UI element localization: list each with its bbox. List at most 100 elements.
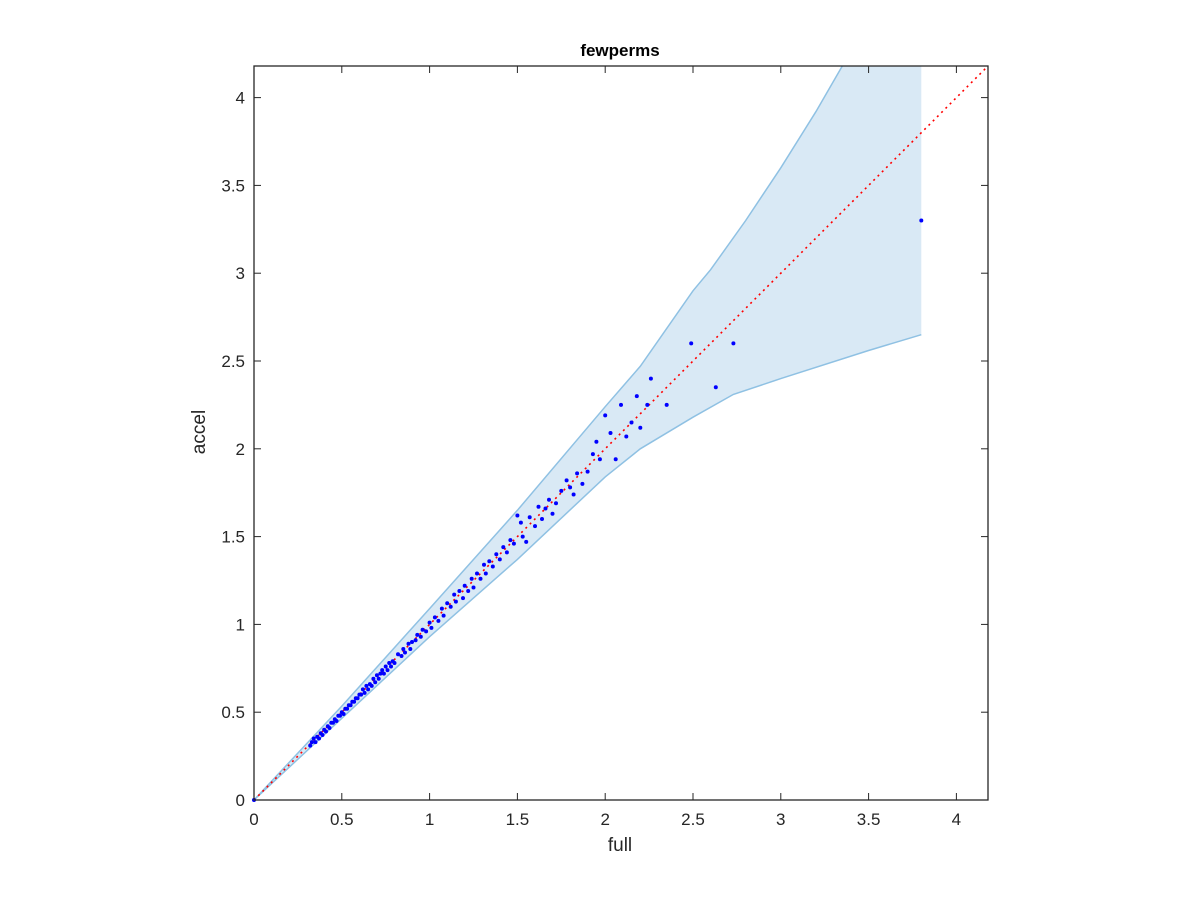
data-point [389,664,393,669]
data-point [487,559,492,564]
data-point [520,534,525,539]
data-point [559,488,564,493]
data-point [376,676,381,681]
data-point [568,485,573,490]
data-point [418,634,423,639]
x-tick-label: 2 [600,810,609,829]
data-point [475,571,479,576]
x-tick-label: 0 [249,810,258,829]
data-point [518,520,523,525]
data-point [396,652,400,657]
data-point [415,632,420,637]
data-point [309,740,314,745]
identity-line [253,65,989,801]
data-point [501,545,506,550]
data-point [554,501,558,506]
data-point [436,618,441,623]
data-point [360,687,365,692]
data-point [457,589,462,593]
data-point [494,552,499,557]
data-point [511,541,516,546]
data-point [381,671,386,676]
data-point [387,661,392,665]
band-upper-edge [253,65,843,801]
data-point [515,513,520,518]
x-tick-label: 1 [425,810,434,829]
data-point [648,376,653,381]
y-tick-label: 3.5 [221,176,245,195]
band-lower-edge [253,333,922,801]
data-point [482,562,486,567]
data-point [448,604,453,609]
data-point [369,683,374,688]
band-fill [254,66,922,800]
data-points [252,218,924,802]
y-tick-label: 1 [236,615,245,634]
y-tick-label: 1.5 [221,528,245,547]
data-point [613,457,618,462]
data-point [497,557,502,562]
data-point [366,687,371,692]
data-point [308,743,313,748]
data-point [359,692,364,697]
data-point [504,550,509,555]
data-point [527,515,532,520]
data-point [320,733,325,737]
data-point [490,564,495,569]
data-point [406,641,411,646]
data-point [645,402,650,407]
data-point [445,601,450,606]
data-point [378,671,383,676]
data-point [619,402,623,407]
data-point [564,478,569,483]
data-point [624,434,629,439]
data-point [383,664,388,669]
data-point [585,469,590,474]
data-point [603,413,608,418]
data-point [311,736,316,741]
data-point [317,736,321,741]
data-point [508,538,513,543]
data-point [352,699,357,704]
data-point [392,661,397,665]
data-point [327,726,332,730]
data-point [469,576,474,581]
identity-line-group [253,65,989,801]
data-point [380,668,385,673]
data-point [533,524,537,529]
data-point [345,706,350,711]
y-tick-label: 0.5 [221,703,245,722]
data-point [374,673,379,678]
y-tick-label: 2.5 [221,352,245,371]
data-point [608,431,613,435]
y-tick-label: 2 [236,440,245,459]
data-point [324,729,328,734]
data-point [919,218,924,223]
data-point [429,625,434,630]
data-point [536,504,541,509]
data-point [313,740,318,745]
data-point [401,647,406,651]
data-point [580,481,585,486]
data-point [399,654,404,658]
y-axis-ticks: 0 0.5 1 1.5 2 2.5 3 3.5 4 [221,89,988,810]
data-point [575,471,580,476]
data-point [594,439,599,444]
x-axis-ticks: 0 0.5 1 1.5 2 2.5 3 3.5 4 [249,66,961,829]
x-tick-label: 3.5 [857,810,881,829]
data-point [432,615,437,620]
data-point [410,640,414,644]
data-point [524,539,529,544]
data-point [364,683,369,688]
data-point [543,506,548,511]
data-point [439,606,444,611]
data-point [590,452,595,457]
data-point [471,585,476,590]
data-point [547,497,551,502]
data-point [338,713,342,718]
data-point [461,596,465,601]
data-point [413,638,418,643]
data-point [540,517,544,521]
data-point [634,394,639,399]
